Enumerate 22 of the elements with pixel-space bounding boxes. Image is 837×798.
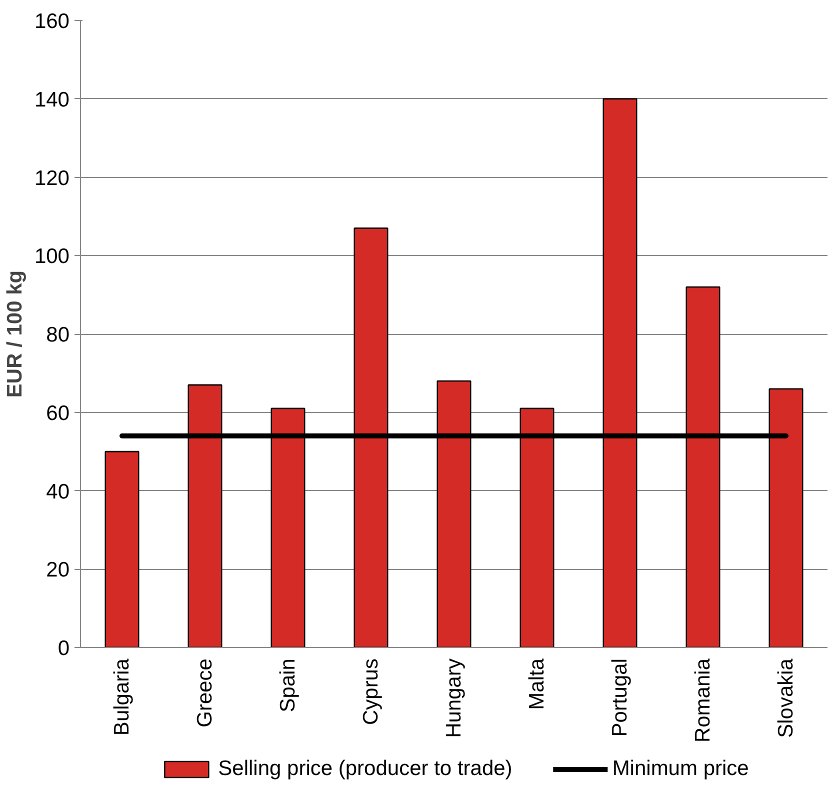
y-tick-label: 100	[34, 245, 70, 268]
y-tick-label: 20	[46, 558, 70, 582]
y-tick-label: 160	[34, 10, 70, 33]
x-tick-label: Portugal	[608, 658, 632, 737]
y-tick-label: 0	[58, 637, 70, 660]
y-tick-label: 80	[46, 324, 70, 346]
x-tick-label: Slovakia	[774, 658, 798, 738]
legend-label: Selling price (producer to trade)	[218, 757, 512, 781]
x-tick-label: Cyprus	[360, 658, 382, 726]
x-tick-label: Bulgaria	[110, 658, 134, 736]
bar	[104, 450, 140, 648]
x-tick-label: Spain	[276, 658, 300, 712]
y-tick-label: 120	[34, 166, 70, 190]
y-tick-label: 40	[46, 480, 70, 504]
x-tick-label: Romania	[692, 658, 714, 743]
y-tick-label: 60	[46, 402, 70, 425]
x-tick-label: Hungary	[442, 658, 466, 738]
legend-label: Minimum price	[612, 757, 749, 781]
y-axis-title: EUR / 100 kg	[3, 270, 26, 398]
x-tick-label: Malta	[526, 658, 548, 710]
x-tick-label: Greece	[194, 658, 216, 728]
y-tick-label: 140	[34, 88, 70, 112]
